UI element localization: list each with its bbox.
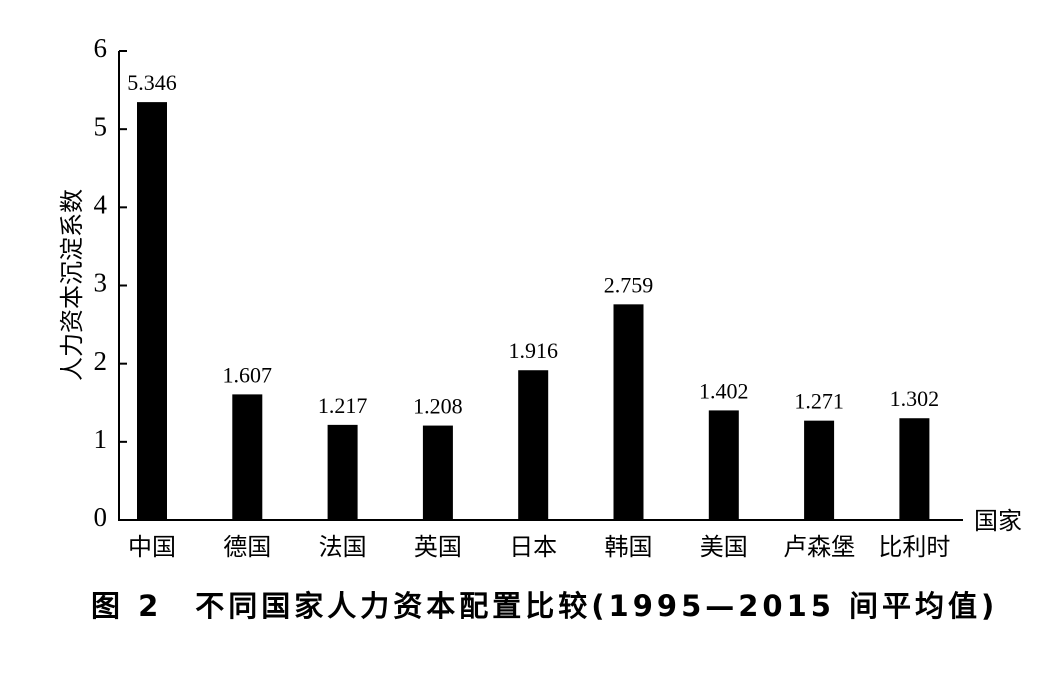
bar-value-label: 1.607 [223, 362, 273, 387]
bar-value-label: 1.271 [794, 389, 844, 414]
bar-value-label: 2.759 [604, 272, 654, 297]
bar [613, 304, 644, 520]
bar-value-label: 1.217 [318, 393, 368, 418]
bar-value-label: 1.916 [508, 338, 558, 363]
x-category-label: 德国 [223, 533, 271, 561]
bar-value-label: 5.346 [127, 70, 177, 95]
x-category-label: 韩国 [605, 533, 653, 561]
y-tick-label: 6 [94, 33, 108, 63]
x-axis-title: 国家 [974, 507, 1022, 535]
x-category-label: 卢森堡 [783, 533, 855, 561]
x-category-label: 中国 [128, 533, 176, 561]
value-labels: 5.346 1.607 1.217 1.208 1.916 2.759 1.402 1.271… [127, 70, 939, 418]
bar [137, 102, 167, 520]
bar [232, 394, 263, 520]
y-axis: 0 1 2 3 4 5 6 [94, 33, 127, 532]
bar [422, 425, 453, 520]
bar [708, 410, 739, 520]
category-labels: 中国 德国 法国 英国 日本 韩国 美国 卢森堡 比利时 [128, 533, 950, 561]
bar [804, 420, 835, 520]
x-category-label: 比利时 [878, 533, 950, 561]
x-category-label: 法国 [319, 533, 367, 561]
x-category-label: 日本 [509, 533, 557, 561]
y-tick-label: 0 [94, 502, 108, 532]
bar-value-label: 1.208 [413, 394, 463, 419]
y-tick-label: 1 [94, 424, 108, 454]
figure-caption: 图 2 不同国家人力资本配置比较(1995—2015 间平均值) [91, 589, 998, 623]
y-tick-label: 2 [94, 346, 108, 376]
bar-value-label: 1.302 [890, 386, 940, 411]
bars [137, 102, 930, 520]
y-tick-label: 3 [94, 268, 108, 298]
x-category-label: 美国 [700, 533, 748, 561]
bar-value-label: 1.402 [699, 378, 749, 403]
x-category-label: 英国 [414, 533, 462, 561]
bar [327, 424, 358, 520]
bar [518, 370, 549, 520]
y-tick-label: 4 [94, 190, 108, 220]
bar [899, 418, 930, 520]
y-axis-title: 人力资本沉淀系数 [58, 189, 86, 381]
y-tick-label: 5 [94, 111, 108, 141]
